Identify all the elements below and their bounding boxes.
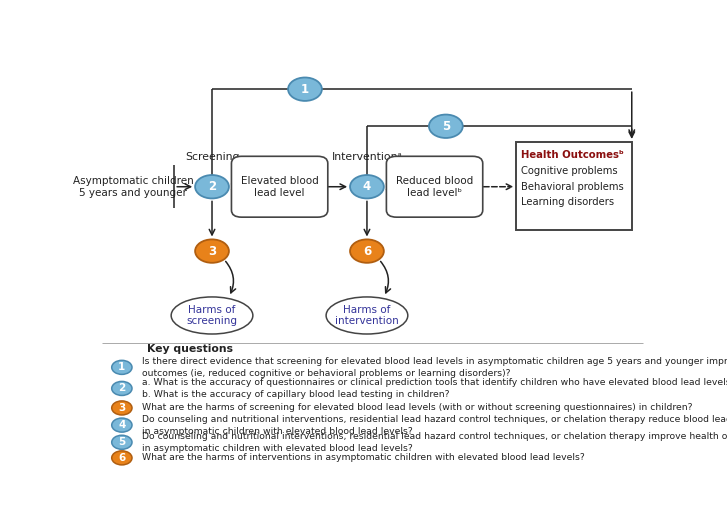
Circle shape [112, 360, 132, 375]
Text: 4: 4 [119, 420, 126, 430]
Text: Harms of
screening: Harms of screening [187, 305, 238, 326]
Circle shape [112, 381, 132, 395]
Text: Learning disorders: Learning disorders [521, 197, 614, 207]
Circle shape [112, 451, 132, 465]
Text: 3: 3 [119, 403, 126, 413]
Circle shape [288, 78, 322, 101]
Circle shape [350, 175, 384, 198]
Circle shape [112, 418, 132, 432]
Circle shape [429, 114, 463, 138]
Text: Elevated blood
lead level: Elevated blood lead level [241, 176, 318, 197]
Text: 1: 1 [119, 362, 126, 372]
Text: Do counseling and nutritional interventions, residential lead hazard control tec: Do counseling and nutritional interventi… [142, 432, 727, 453]
Circle shape [195, 175, 229, 198]
Text: 2: 2 [119, 384, 126, 394]
Bar [516, 142, 632, 230]
Circle shape [112, 401, 132, 415]
Text: 1: 1 [301, 82, 309, 96]
Text: Reduced blood
lead levelᵇ: Reduced blood lead levelᵇ [396, 176, 473, 197]
Text: a. What is the accuracy of questionnaires or clinical prediction tools that iden: a. What is the accuracy of questionnaire… [142, 378, 727, 399]
Text: 5: 5 [119, 437, 126, 447]
Text: 3: 3 [208, 245, 216, 257]
Text: 6: 6 [363, 245, 371, 257]
Text: Harms of
intervention: Harms of intervention [335, 305, 399, 326]
Circle shape [195, 239, 229, 263]
Text: 4: 4 [363, 180, 371, 193]
Text: 2: 2 [208, 180, 216, 193]
Text: Screening: Screening [185, 153, 239, 162]
Text: Interventionᵃ: Interventionᵃ [332, 153, 402, 162]
FancyBboxPatch shape [231, 156, 328, 217]
Text: Is there direct evidence that screening for elevated blood lead levels in asympt: Is there direct evidence that screening … [142, 357, 727, 378]
Text: Do counseling and nutritional interventions, residential lead hazard control tec: Do counseling and nutritional interventi… [142, 415, 727, 436]
Ellipse shape [326, 297, 408, 334]
Circle shape [350, 239, 384, 263]
Text: 6: 6 [119, 453, 126, 463]
FancyBboxPatch shape [386, 156, 483, 217]
Text: Asymptomatic children
5 years and younger: Asymptomatic children 5 years and younge… [73, 176, 193, 197]
Text: 5: 5 [442, 120, 450, 133]
Text: Behavioral problems: Behavioral problems [521, 181, 624, 192]
Text: Cognitive problems: Cognitive problems [521, 166, 617, 176]
Text: Key questions: Key questions [147, 344, 233, 354]
Ellipse shape [171, 297, 253, 334]
Text: What are the harms of interventions in asymptomatic children with elevated blood: What are the harms of interventions in a… [142, 453, 585, 462]
Text: What are the harms of screening for elevated blood lead levels (with or without : What are the harms of screening for elev… [142, 403, 692, 412]
Circle shape [112, 435, 132, 450]
Text: Health Outcomesᵇ: Health Outcomesᵇ [521, 151, 624, 161]
